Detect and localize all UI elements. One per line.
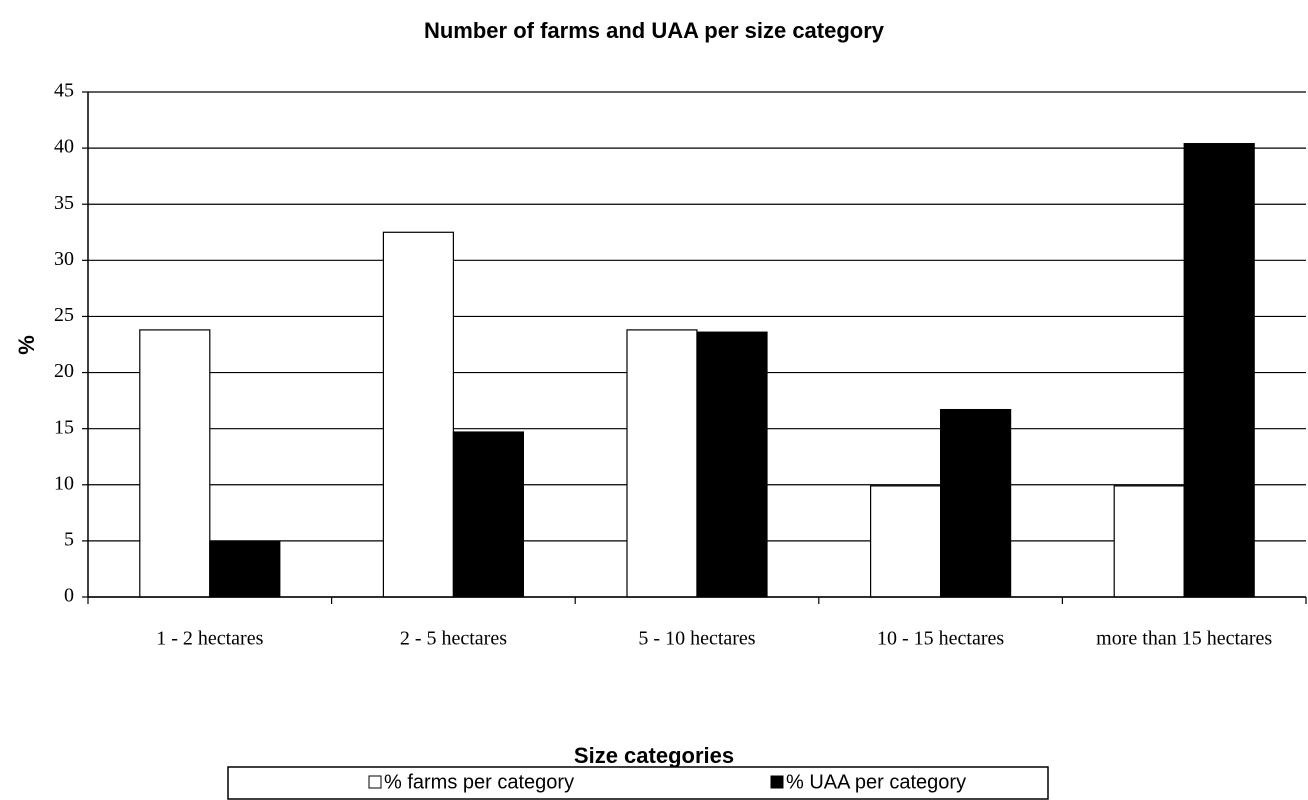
bar	[139, 329, 211, 598]
y-tick-label: 25	[54, 304, 74, 326]
bar	[1183, 143, 1255, 598]
legend-box	[227, 766, 1049, 800]
y-tick-label: 35	[54, 192, 74, 214]
bar	[209, 541, 281, 598]
y-tick-label: 5	[64, 528, 74, 550]
legend-label: % farms per category	[384, 771, 574, 793]
legend-swatch	[770, 775, 784, 789]
bar	[452, 431, 524, 598]
x-tick-label: 2 - 5 hectares	[400, 628, 507, 650]
y-axis-label: %	[14, 335, 39, 355]
y-tick-label: 20	[54, 360, 74, 382]
chart-title: Number of farms and UAA per size categor…	[424, 18, 885, 43]
bar	[1113, 485, 1185, 598]
x-axis-label: Size categories	[574, 743, 734, 768]
y-tick-label: 0	[64, 585, 74, 607]
x-tick-label: more than 15 hectares	[1096, 628, 1272, 650]
y-tick-label: 10	[54, 472, 74, 494]
y-tick-label: 15	[54, 416, 74, 438]
legend-swatch	[368, 775, 382, 789]
y-tick-label: 40	[54, 136, 74, 158]
bar	[939, 408, 1012, 598]
legend-label: % UAA per category	[786, 771, 966, 793]
y-tick-label: 30	[54, 248, 74, 270]
bar	[696, 331, 768, 598]
x-tick-label: 10 - 15 hectares	[877, 628, 1004, 650]
bar	[382, 231, 454, 598]
x-tick-label: 1 - 2 hectares	[156, 628, 263, 650]
y-tick-label: 45	[54, 80, 74, 102]
bar	[626, 329, 698, 598]
x-tick-label: 5 - 10 hectares	[638, 628, 755, 650]
bar	[869, 485, 942, 598]
